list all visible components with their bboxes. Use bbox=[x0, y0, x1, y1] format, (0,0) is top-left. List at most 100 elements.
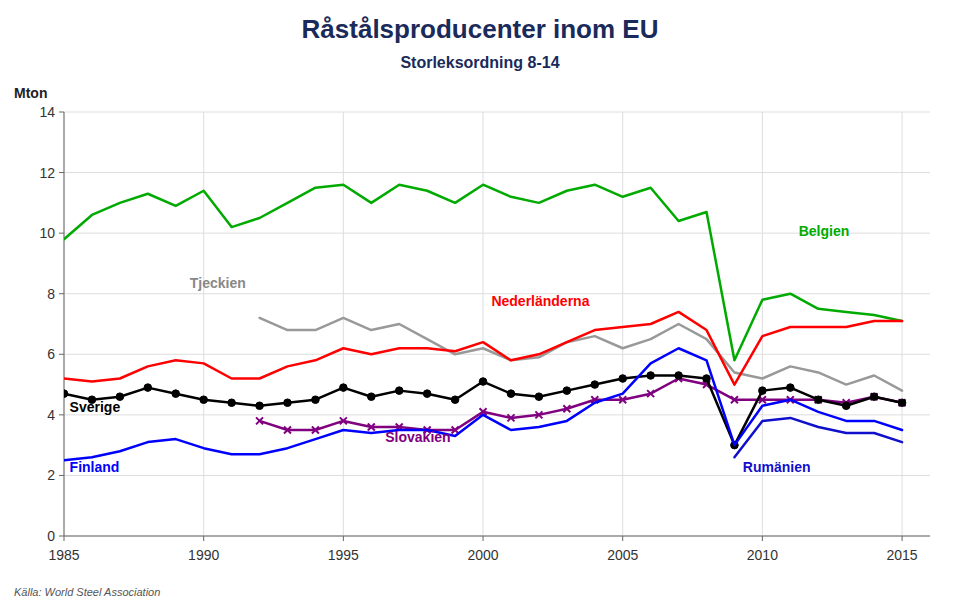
point bbox=[144, 384, 152, 392]
series-line bbox=[260, 379, 903, 430]
tick-mark bbox=[59, 414, 64, 415]
point bbox=[619, 396, 626, 403]
tick-label: 1995 bbox=[328, 547, 359, 563]
grid-line bbox=[902, 112, 903, 536]
grid-line bbox=[343, 112, 344, 536]
tick-mark bbox=[59, 293, 64, 294]
point bbox=[367, 393, 375, 401]
point bbox=[647, 372, 655, 380]
point bbox=[228, 399, 236, 407]
grid-line bbox=[64, 536, 930, 537]
tick-label: 2000 bbox=[467, 547, 498, 563]
point bbox=[787, 384, 795, 392]
point bbox=[870, 393, 878, 401]
point bbox=[340, 417, 347, 424]
point bbox=[507, 414, 514, 421]
series bbox=[64, 372, 906, 449]
tick-label: 2005 bbox=[607, 547, 638, 563]
series-line bbox=[64, 375, 902, 445]
series bbox=[734, 418, 902, 457]
point bbox=[312, 427, 319, 434]
annotation: Nederländerna bbox=[491, 293, 589, 309]
chart: Råstålsproducenter inom EUStorleksordnin… bbox=[0, 0, 960, 606]
tick-mark bbox=[762, 536, 763, 541]
point bbox=[871, 393, 878, 400]
tick-label: 4 bbox=[47, 407, 55, 423]
plot-area bbox=[64, 185, 906, 461]
tick-mark bbox=[59, 233, 64, 234]
series bbox=[256, 375, 906, 433]
x-axis-line bbox=[64, 536, 930, 537]
tick-label: 12 bbox=[39, 165, 55, 181]
annotation: Belgien bbox=[799, 223, 850, 239]
point bbox=[340, 384, 348, 392]
tick-mark bbox=[59, 475, 64, 476]
point bbox=[368, 423, 375, 430]
tick-mark bbox=[483, 536, 484, 541]
tick-label: 1990 bbox=[188, 547, 219, 563]
annotation: Sverige bbox=[70, 399, 121, 415]
point bbox=[703, 375, 711, 383]
tick-label: 6 bbox=[47, 346, 55, 362]
series-line bbox=[260, 318, 903, 391]
point bbox=[619, 375, 627, 383]
point bbox=[284, 399, 292, 407]
annotation: Slovakien bbox=[385, 429, 450, 445]
annotations: Belgien Tjeckien Nederländerna Sverige Finla… bbox=[70, 223, 850, 475]
point bbox=[899, 399, 906, 406]
tick-mark bbox=[59, 112, 64, 113]
y-axis-line bbox=[64, 112, 65, 536]
annotation: Rumänien bbox=[743, 459, 811, 475]
series bbox=[260, 318, 903, 391]
grid-line bbox=[64, 112, 65, 536]
tick-label: 2010 bbox=[747, 547, 778, 563]
tick-mark bbox=[622, 536, 623, 541]
point bbox=[256, 417, 263, 424]
tick-mark bbox=[59, 354, 64, 355]
tick-label: 14 bbox=[39, 104, 55, 120]
series bbox=[64, 348, 902, 460]
tick-label: 2015 bbox=[886, 547, 917, 563]
series-line bbox=[64, 348, 902, 460]
background bbox=[0, 0, 960, 606]
point bbox=[284, 427, 291, 434]
grid-line bbox=[483, 112, 484, 536]
point bbox=[256, 402, 264, 410]
point bbox=[898, 399, 906, 407]
grid-line bbox=[64, 172, 930, 173]
y-axis-label: Mton bbox=[14, 85, 47, 101]
tick-mark bbox=[902, 536, 903, 541]
grid-line bbox=[203, 112, 204, 536]
point bbox=[535, 393, 543, 401]
point bbox=[842, 402, 850, 410]
annotation: Finland bbox=[70, 459, 120, 475]
point bbox=[591, 381, 599, 389]
tick-label: 2 bbox=[47, 467, 55, 483]
point bbox=[479, 378, 487, 386]
point bbox=[451, 396, 459, 404]
annotation: Tjeckien bbox=[190, 275, 246, 291]
tick-label: 0 bbox=[47, 528, 55, 544]
tick-mark bbox=[64, 536, 65, 541]
series-line bbox=[734, 418, 902, 457]
tick-mark bbox=[59, 536, 64, 537]
tick-mark bbox=[203, 536, 204, 541]
grid-line bbox=[622, 112, 623, 536]
tick-label: 10 bbox=[39, 225, 55, 241]
point bbox=[452, 427, 459, 434]
point bbox=[647, 390, 654, 397]
series bbox=[64, 185, 902, 361]
point bbox=[172, 390, 180, 398]
point bbox=[312, 396, 320, 404]
tick-label: 1985 bbox=[48, 547, 79, 563]
axes: 0 2 4 6 8 10 12 14 1985 1990 1995 2000 2005 2010 2015 bbox=[39, 104, 930, 563]
tick-label: 8 bbox=[47, 286, 55, 302]
series bbox=[64, 312, 902, 385]
point bbox=[814, 396, 822, 404]
point bbox=[200, 396, 208, 404]
point bbox=[507, 390, 515, 398]
point bbox=[423, 390, 431, 398]
point bbox=[64, 390, 68, 398]
point bbox=[395, 387, 403, 395]
tick-mark bbox=[343, 536, 344, 541]
